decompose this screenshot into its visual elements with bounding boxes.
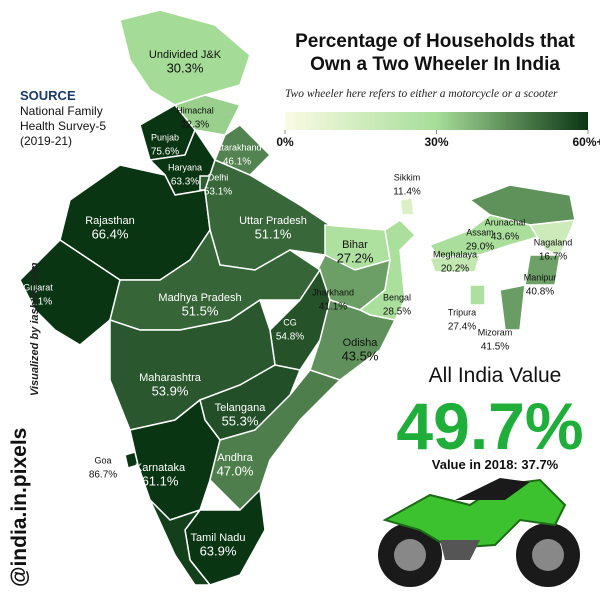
region-name: Maharashtra [139, 372, 202, 384]
region-value: 46.1% [223, 157, 251, 168]
region-name: Sikkim [394, 172, 421, 182]
region-labels: Undivided J&K30.3% Himachal 32.3%Punjab 75.… [23, 49, 572, 578]
all-india-value: 49.7% [396, 389, 584, 463]
region-name: Assam [466, 227, 494, 237]
region-value: 43.6% [491, 232, 519, 243]
region-value: 51.5% [182, 303, 219, 318]
region-value: 43.5% [342, 348, 379, 363]
region-value: 30.3% [167, 60, 204, 75]
region-value: 63.3% [171, 177, 199, 188]
region-name: Arunachal [485, 217, 526, 227]
region-value: 66.4% [92, 226, 129, 241]
region-value: 54.8% [276, 332, 304, 343]
region-name: Andhra [217, 452, 253, 464]
region-value: 61.1% [142, 473, 179, 488]
region-value: 53.1% [204, 187, 232, 198]
regions [19, 9, 577, 586]
colorbar-tick-label: 30% [424, 135, 448, 149]
region-name: Manipur [524, 272, 557, 282]
source-heading: SOURCE [20, 88, 76, 103]
previous-value: Value in 2018: 37.7% [431, 457, 559, 472]
region-name: Jharkhand [312, 287, 354, 297]
region-value: 41.5% [481, 342, 509, 353]
region [428, 254, 482, 273]
handle: @india.in.pixels [8, 427, 31, 587]
colorbar-tick-label: 60%+ [572, 135, 600, 149]
region-value: 40.8% [526, 287, 554, 298]
region-name: Himachal [176, 105, 214, 115]
region-value: 53.9% [152, 383, 189, 398]
region-name: Bengal [383, 292, 411, 302]
region [399, 197, 415, 216]
subtitle: Two wheeler here refers to either a moto… [285, 88, 558, 100]
region-value: 11.4% [393, 187, 421, 198]
region-value: 55.3% [222, 413, 259, 428]
region-value: 61.1% [24, 297, 52, 308]
region-name: Uttar Pradesh [239, 215, 307, 227]
region-name: Punjab [151, 132, 179, 142]
region-name: Tripura [448, 307, 476, 317]
region-name: Nagaland [534, 237, 573, 247]
region [469, 284, 486, 306]
title: Percentage of Households that Own a Two … [295, 31, 575, 75]
region-value: 29.0% [466, 242, 494, 253]
region-name: Karnataka [135, 462, 186, 474]
region-value: 27.2% [337, 250, 374, 265]
region-value: 86.7% [89, 470, 117, 481]
all-india-heading: All India Value [428, 364, 562, 387]
region-name: Undivided J&K [149, 49, 222, 61]
region-name: CG [283, 317, 297, 327]
region-name: Meghalaya [433, 249, 477, 259]
region-name: Tamil Nadu [190, 532, 245, 544]
region-value: 63.9% [200, 543, 237, 558]
region-name: Kerala [147, 552, 173, 562]
region-name: Odisha [343, 337, 379, 349]
region-value: 16.7% [539, 252, 567, 263]
region-name: Goa [94, 455, 111, 465]
region [524, 254, 561, 286]
region [309, 299, 397, 381]
source: National Family Health Survey-5 (2019-21… [20, 104, 107, 148]
region [209, 369, 342, 512]
region-name: Madhya Pradesh [158, 292, 241, 304]
region-name: Haryana [168, 162, 202, 172]
region-name: Gujarat [23, 282, 53, 292]
credit: Visualized by iashris.com [29, 262, 41, 396]
region-name: Telangana [215, 402, 267, 414]
region-name: Uttarakhand [212, 142, 261, 152]
region-value: 51.1% [255, 226, 292, 241]
region-name: Rajasthan [85, 215, 135, 227]
region-value: 75.6% [151, 147, 179, 158]
region-value: 41.1% [319, 302, 347, 313]
colorbar [285, 112, 588, 130]
region-value: 27.4% [448, 322, 476, 333]
region-name: Mizoram [478, 327, 513, 337]
region [214, 124, 272, 176]
region-value: 58.2% [146, 567, 174, 578]
region [149, 499, 212, 586]
region-name: Bihar [342, 239, 368, 251]
region-value: 28.5% [383, 307, 411, 318]
region [499, 284, 526, 331]
colorbar-tick-label: 0% [276, 135, 294, 149]
region-value: 32.3% [181, 120, 209, 131]
region-value: 47.0% [217, 463, 254, 478]
region-value: 20.2% [441, 264, 469, 275]
motorcycle [378, 478, 580, 587]
region-name: Delhi [208, 172, 229, 182]
region [119, 9, 251, 106]
